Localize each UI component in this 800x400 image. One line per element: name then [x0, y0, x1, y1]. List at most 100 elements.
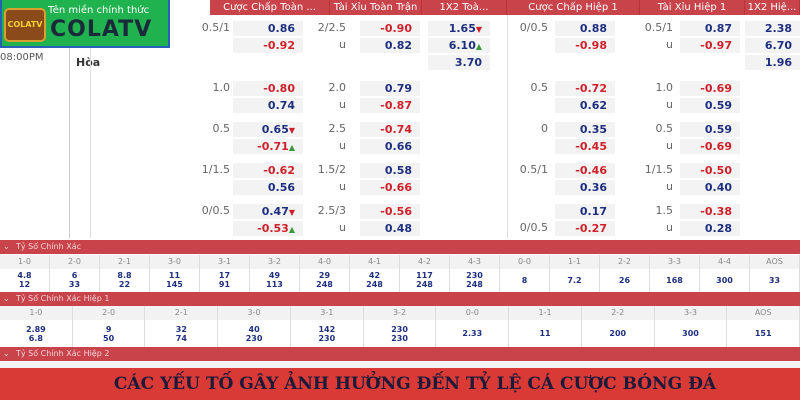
odds-value: 1.96: [745, 55, 800, 70]
score-odds: 142: [318, 324, 336, 334]
odds-value: -0.27: [555, 221, 615, 236]
score-odds-cell: 2.33: [436, 320, 510, 347]
odds-value: -0.80: [233, 81, 303, 96]
odds-value: 0.36: [555, 180, 615, 195]
under-label: u: [339, 180, 346, 193]
odds-value: 0.58: [360, 163, 420, 178]
odds-number: -0.62: [263, 164, 295, 177]
odds-number: 0.47: [261, 205, 289, 218]
score-odds: 50: [103, 333, 115, 343]
odds-value: 0.47▼: [233, 204, 303, 219]
section-header: ⌄ Tỷ Số Chính Xác Hiệp 2: [0, 347, 800, 361]
line-label: 0/0.5: [519, 221, 548, 234]
odds-value: 0.59: [680, 122, 740, 137]
score-odds: 8: [521, 275, 528, 285]
odds-number: -0.98: [575, 39, 607, 52]
score-odds: 300: [716, 275, 733, 285]
odds-number: 0.48: [384, 222, 412, 235]
tv-logo-icon: COLATV: [4, 8, 46, 42]
line-label: 0.5/1: [519, 163, 548, 176]
odds-number: -0.69: [700, 140, 732, 153]
odds-value: 0.17: [555, 204, 615, 219]
score-label: 3-2: [250, 255, 300, 269]
line-label: 2/2.5: [317, 21, 346, 34]
odds-value: -0.56: [360, 204, 420, 219]
odds-number: -0.97: [700, 39, 732, 52]
score-odds: 145: [166, 280, 183, 289]
score-odds: 6.8: [28, 333, 43, 343]
score-odds: 42: [368, 271, 381, 280]
odds-value: 0.56: [233, 180, 303, 195]
odds-value: -0.45: [555, 139, 615, 154]
arrow-up-icon: ▲: [475, 42, 482, 51]
score-odds: 230: [391, 333, 408, 343]
score-label: 3-3: [650, 255, 700, 269]
line-label: 0/0.5: [201, 204, 230, 217]
odds-value: -0.46: [555, 163, 615, 178]
odds-number: 0.59: [704, 123, 732, 136]
score-odds-cell: 7.2: [550, 268, 600, 292]
odds-value: 1.65▼: [428, 21, 490, 36]
score-odds: 2.33: [462, 329, 483, 338]
score-odds-cell: 32 74: [145, 320, 219, 347]
line-label: 1.0: [212, 81, 231, 94]
score-odds: 40: [248, 324, 260, 334]
odds-number: -0.72: [575, 82, 607, 95]
odds-value: 0.86: [233, 21, 303, 36]
column-header: Tài Xỉu Hiệp 1: [640, 0, 745, 15]
score-odds: 33: [68, 280, 81, 289]
score-label: 2-2: [600, 255, 650, 269]
score-odds: 248: [416, 280, 433, 289]
odds-number: 0.82: [384, 39, 412, 52]
score-odds-cell: 142 230: [291, 320, 364, 347]
score-odds: 8.8: [117, 271, 132, 280]
score-odds-cell: 300: [700, 268, 750, 292]
odds-number: 0.17: [579, 205, 607, 218]
score-odds-cell: 230 230: [364, 320, 437, 347]
score-odds: 300: [682, 329, 699, 338]
match-info-panel: [0, 15, 70, 238]
under-label: u: [666, 98, 673, 111]
section-header: ⌄ Tỷ Số Chính Xác: [0, 240, 800, 254]
score-label: 1-0: [0, 306, 73, 320]
under-label: u: [666, 38, 673, 51]
odds-value: 3.70: [428, 55, 490, 70]
odds-number: -0.66: [380, 181, 412, 194]
score-odds: 11: [168, 271, 181, 280]
under-label: u: [666, 139, 673, 152]
score-label: 4-2: [400, 255, 450, 269]
odds-number: -0.53: [257, 222, 289, 235]
odds-number: -0.92: [263, 39, 295, 52]
score-label: 0-0: [500, 255, 550, 269]
score-odds: 17: [218, 271, 231, 280]
column-header: Cược Chấp Toàn ...: [210, 0, 330, 15]
score-odds-cell: 151: [727, 320, 800, 347]
score-odds-cell: 26: [600, 268, 650, 292]
score-odds: 230: [466, 271, 483, 280]
score-odds-cell: 230 248: [450, 268, 500, 292]
score-odds: 113: [266, 280, 283, 289]
score-odds-cell: 8.8 22: [100, 268, 150, 292]
odds-value: 0.82: [360, 38, 420, 53]
logo-tagline: Tên miền chính thức: [48, 5, 150, 16]
logo-brand: COLATV: [50, 17, 153, 42]
odds-table: 08:00PM Hòa Cược Chấp Toàn ... Tài Xỉu To…: [0, 0, 800, 238]
score-odds: 91: [218, 280, 231, 289]
odds-number: 0.86: [267, 22, 295, 35]
score-label: 4-1: [350, 255, 400, 269]
odds-value: 0.40: [680, 180, 740, 195]
score-odds: 26: [618, 275, 631, 285]
score-label: AOS: [750, 255, 800, 269]
score-odds-cell: 4.8 12: [0, 268, 50, 292]
under-label: u: [666, 221, 673, 234]
odds-number: -0.71: [257, 140, 289, 153]
score-odds: 6: [71, 271, 78, 280]
match-time: 08:00PM: [0, 52, 44, 63]
score-label: 3-0: [218, 306, 291, 320]
odds-value: 0.66: [360, 139, 420, 154]
score-label: 2-2: [581, 306, 655, 320]
column-header: 1X2 Hiệ...: [745, 0, 800, 15]
odds-value: -0.90: [360, 21, 420, 36]
score-odds: 74: [175, 333, 187, 343]
odds-number: -0.46: [575, 164, 607, 177]
